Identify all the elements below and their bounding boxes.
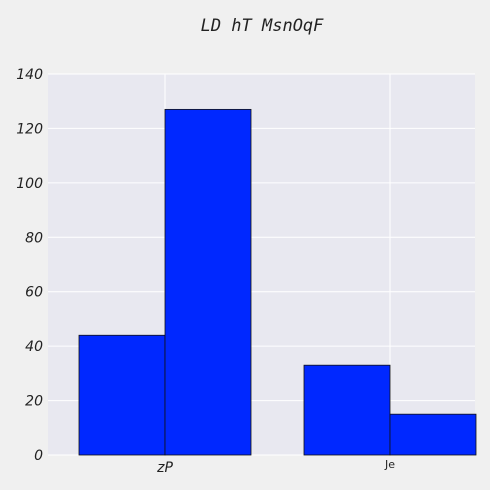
y-tick-label: 140 — [16, 67, 43, 83]
y-tick-label: 60 — [25, 285, 43, 301]
bar-Je-series-0 — [303, 364, 391, 456]
bar-zP-series-0 — [78, 334, 166, 456]
y-tick-label: 20 — [25, 394, 43, 410]
bars — [78, 108, 477, 456]
chart-title: LD hT MsnOqF — [201, 16, 325, 36]
x-axis-ticks: zP Je — [156, 458, 395, 476]
y-axis-ticks: 0 20 40 60 80 100 120 140 — [16, 67, 43, 464]
x-tick-label: zP — [156, 460, 173, 476]
bar-Je-series-1 — [389, 413, 477, 456]
y-tick-label: 100 — [16, 176, 43, 192]
x-tick-label: Je — [384, 458, 395, 471]
y-tick-label: 40 — [25, 339, 43, 355]
y-tick-label: 120 — [16, 121, 43, 137]
y-tick-label: 80 — [25, 230, 43, 246]
y-tick-label: 0 — [34, 448, 43, 464]
bar-zP-series-1 — [164, 108, 252, 456]
